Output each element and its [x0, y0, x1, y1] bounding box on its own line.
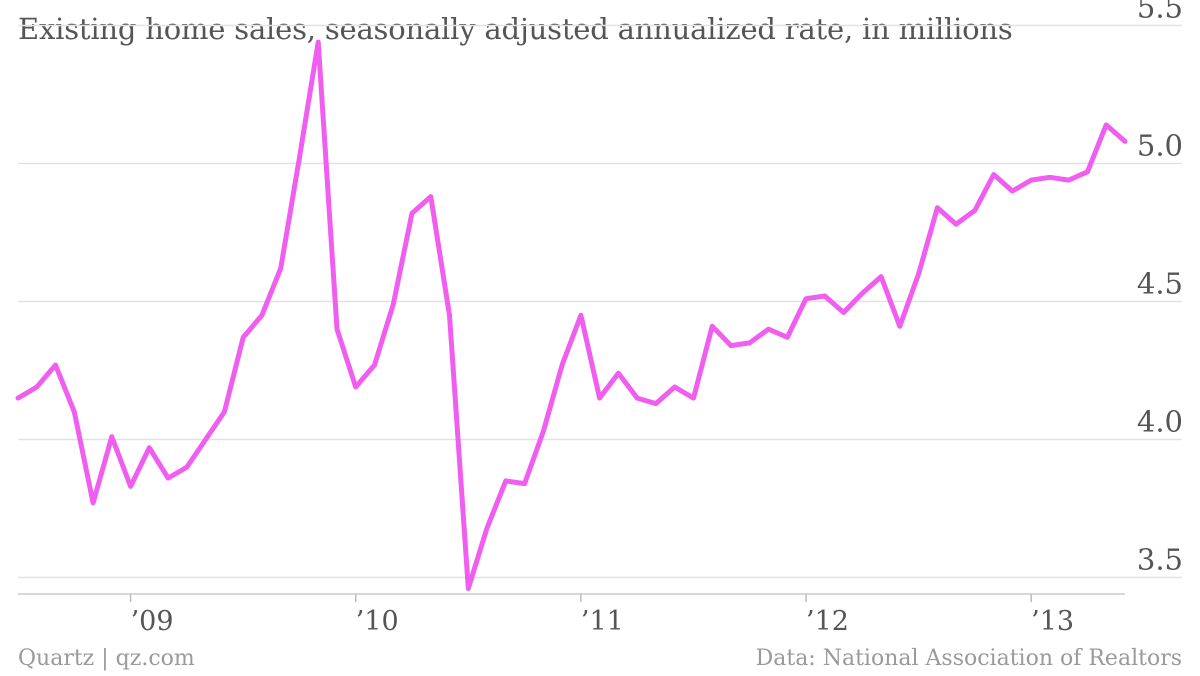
gridlines	[18, 24, 1182, 579]
y-tick-label-4.5: 4.5	[1137, 266, 1183, 300]
series-line-0	[15, 39, 1128, 591]
y-tick-label-3.5: 3.5	[1137, 542, 1183, 576]
series-lines	[15, 39, 1128, 591]
x-tick-label-2012-01: ’12	[806, 606, 849, 637]
x-tick-label-2011-01: ’11	[581, 606, 624, 637]
y-tick-label-4.0: 4.0	[1137, 404, 1183, 438]
x-axis: ’09 ’10 ’11 ’12 ’13	[18, 593, 1125, 637]
source-credit: Quartz | qz.com	[18, 646, 195, 671]
data-source: Data: National Association of Realtors	[755, 646, 1182, 671]
y-tick-label-5.5: 5.5	[1137, 0, 1183, 25]
x-tick-label-2013-01: ’13	[1031, 606, 1074, 637]
chart-title: Existing home sales, seasonally adjusted…	[18, 12, 1013, 46]
x-tick-label-2010-01: ’10	[356, 606, 399, 637]
y-tick-label-5.0: 5.0	[1137, 129, 1183, 163]
x-tick-label-2009-01: ’09	[131, 606, 174, 637]
y-axis-tick-labels: 3.5 4.0 4.5 5.0 5.5	[1137, 0, 1183, 576]
